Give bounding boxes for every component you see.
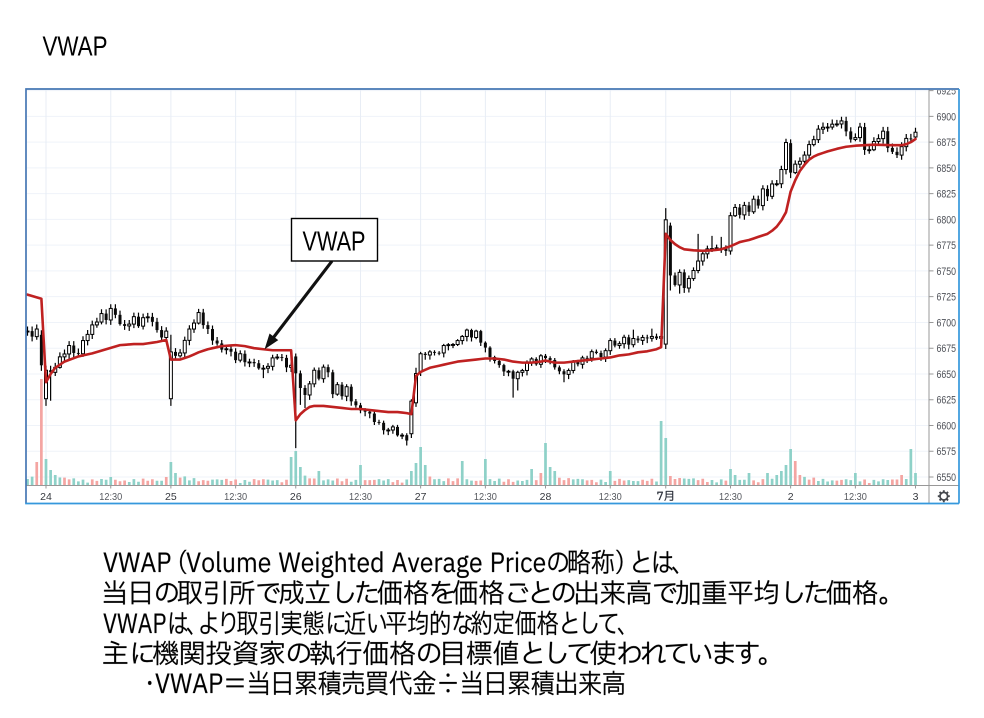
svg-text:6875: 6875 xyxy=(937,137,957,149)
svg-text:6825: 6825 xyxy=(937,189,957,201)
svg-text:28: 28 xyxy=(540,491,552,503)
svg-text:12:30: 12:30 xyxy=(599,491,622,503)
svg-text:6800: 6800 xyxy=(937,214,957,226)
svg-text:6725: 6725 xyxy=(937,292,957,304)
svg-text:24: 24 xyxy=(40,491,52,503)
svg-text:6550: 6550 xyxy=(937,472,957,484)
svg-text:12:30: 12:30 xyxy=(224,491,247,503)
svg-text:6750: 6750 xyxy=(937,266,957,278)
svg-text:12:30: 12:30 xyxy=(99,491,122,503)
svg-text:6650: 6650 xyxy=(937,369,957,381)
svg-text:6850: 6850 xyxy=(937,163,957,175)
svg-text:6675: 6675 xyxy=(937,343,957,355)
svg-text:12:30: 12:30 xyxy=(474,491,497,503)
svg-text:2: 2 xyxy=(788,491,794,503)
svg-text:25: 25 xyxy=(165,491,177,503)
svg-text:6775: 6775 xyxy=(937,240,957,252)
svg-text:6900: 6900 xyxy=(937,111,957,123)
svg-text:12:30: 12:30 xyxy=(349,491,372,503)
svg-text:3: 3 xyxy=(913,491,919,503)
svg-text:6600: 6600 xyxy=(937,420,957,432)
svg-text:12:30: 12:30 xyxy=(719,491,742,503)
svg-text:12:30: 12:30 xyxy=(844,491,867,503)
svg-text:6700: 6700 xyxy=(937,317,957,329)
svg-text:6575: 6575 xyxy=(937,446,957,458)
svg-text:VWAP: VWAP xyxy=(303,226,366,257)
svg-text:6925: 6925 xyxy=(937,86,957,98)
svg-text:VWAP: VWAP xyxy=(43,31,108,62)
svg-text:27: 27 xyxy=(415,491,427,503)
svg-text:26: 26 xyxy=(290,491,302,503)
svg-text:6625: 6625 xyxy=(937,395,957,407)
